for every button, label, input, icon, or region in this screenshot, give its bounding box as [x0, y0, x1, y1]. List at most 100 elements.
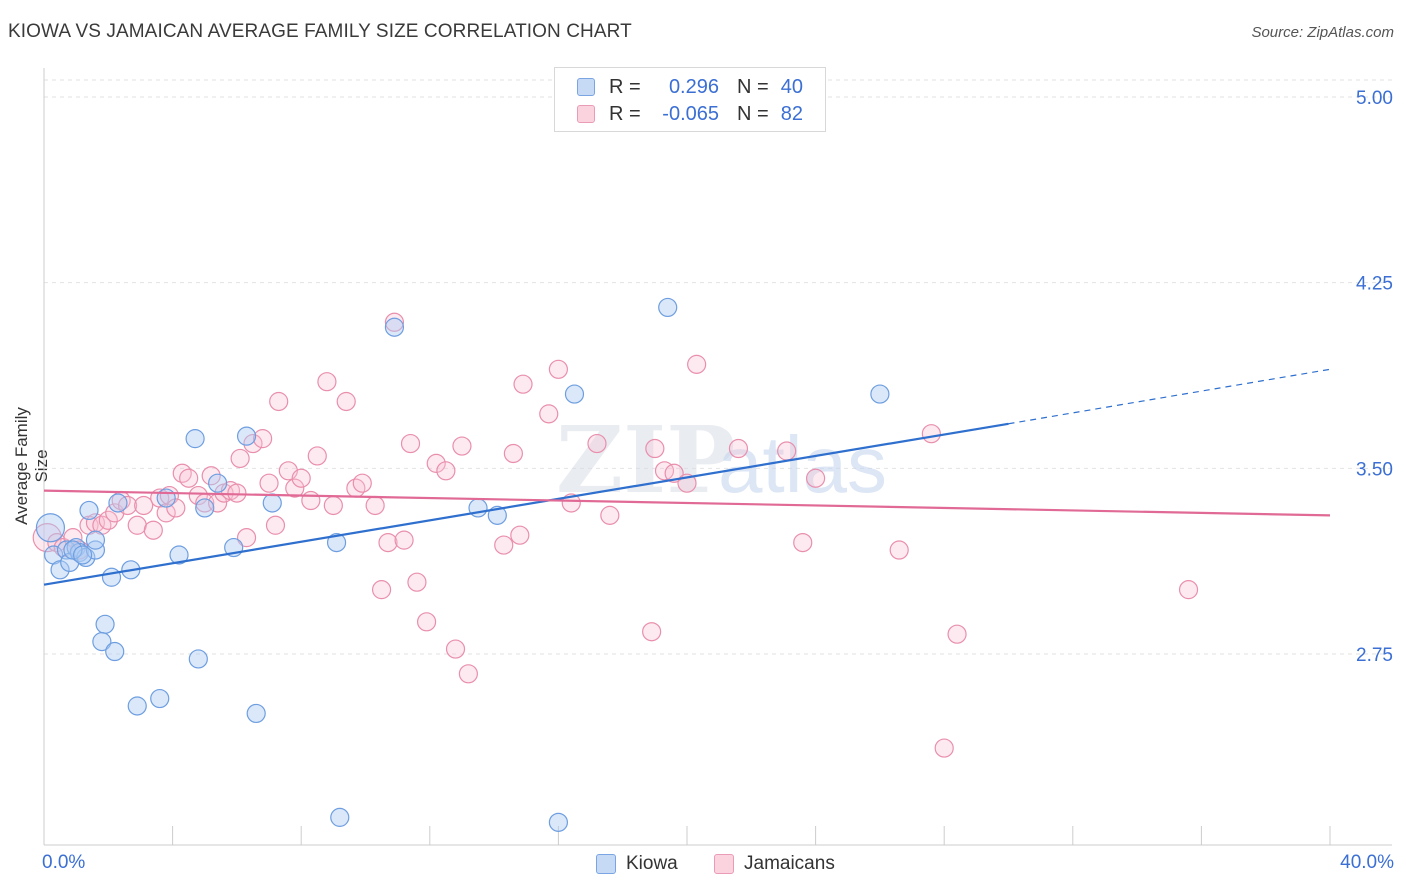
jamaicans-point [265, 515, 286, 535]
y-tick-label: 5.00 [1356, 88, 1393, 109]
jamaicans-point [947, 624, 967, 644]
jamaicans-trend-line [43, 489, 1331, 517]
jamaicans-point [134, 495, 154, 516]
kiowa-swatch [577, 78, 595, 96]
legend-row-kiowa: R = 0.296 N = 40 [577, 74, 803, 100]
kiowa-point [185, 429, 205, 449]
kiowa-trend-line [43, 422, 1009, 586]
kiowa-legend-swatch [596, 854, 616, 874]
kiowa-point [92, 632, 112, 652]
watermark-atlas: atlas [718, 420, 887, 509]
jamaicans-point [98, 510, 118, 530]
jamaicans-point [452, 436, 472, 456]
legend-row-jamaicans: R = -0.065 N = 82 [577, 101, 803, 127]
kiowa-point [101, 567, 122, 587]
jamaicans-point [253, 429, 273, 449]
kiowa-point [95, 614, 115, 634]
jamaicans-point [458, 664, 478, 684]
jamaicans-point [1178, 580, 1199, 600]
kiowa-point [105, 641, 125, 662]
correlation-legend: R = 0.296 N = 40 R = -0.065 N = 82 [554, 67, 826, 132]
kiowa-point [262, 493, 282, 513]
y-tick-label: 2.75 [1356, 645, 1393, 666]
jamaicans-point [291, 468, 311, 488]
kiowa-point [326, 532, 347, 553]
jamaicans-point [436, 461, 456, 481]
jamaicans-n-value: 82 [780, 102, 803, 125]
kiowa-point [85, 530, 106, 550]
jamaicans-point [159, 485, 179, 506]
kiowa-point [63, 540, 83, 560]
kiowa-trend-extension [1008, 368, 1331, 425]
jamaicans-point [179, 468, 199, 488]
jamaicans-point [889, 540, 909, 560]
jamaicans-point [269, 391, 289, 412]
kiowa-point [150, 688, 170, 709]
jamaicans-point [513, 374, 533, 394]
jamaicans-point [307, 446, 327, 466]
kiowa-point [330, 807, 350, 827]
kiowa-legend-label: Kiowa [626, 853, 678, 874]
jamaicans-legend-swatch [714, 854, 734, 874]
jamaicans-point [539, 404, 559, 424]
kiowa-point [195, 498, 215, 518]
bottom-legend-jamaicans: Jamaicans [714, 851, 835, 877]
jamaicans-point [127, 515, 147, 535]
kiowa-point [79, 500, 99, 521]
jamaicans-swatch [577, 105, 595, 123]
jamaicans-point [230, 448, 250, 469]
jamaicans-point [371, 580, 392, 600]
kiowa-point [188, 649, 208, 669]
jamaicans-point [587, 433, 607, 454]
jamaicans-point [416, 612, 437, 632]
jamaicans-point [394, 530, 414, 550]
kiowa-r-label: R = [609, 75, 641, 98]
jamaicans-point [378, 532, 398, 553]
jamaicans-point [201, 466, 221, 486]
kiowa-point [236, 426, 257, 446]
jamaicans-r-value: -0.065 [662, 102, 719, 125]
kiowa-point [246, 703, 266, 724]
kiowa-point [384, 317, 405, 337]
jamaicans-r-label: R = [609, 102, 641, 125]
axes [43, 68, 1392, 846]
kiowa-point [50, 560, 70, 580]
jamaicans-point [243, 433, 263, 454]
jamaicans-point [227, 483, 247, 503]
kiowa-point [85, 540, 106, 560]
kiowa-point [127, 696, 147, 716]
kiowa-point [169, 545, 189, 565]
jamaicans-point [384, 312, 405, 332]
gridlines [44, 79, 1392, 655]
jamaicans-point [400, 433, 421, 454]
kiowa-point [870, 384, 890, 404]
kiowa-point [564, 384, 585, 404]
jamaicans-point [407, 572, 427, 592]
jamaicans-point [642, 622, 662, 642]
jamaicans-point [805, 468, 826, 488]
jamaicans-point [236, 528, 257, 548]
y-tick-label: 3.50 [1356, 459, 1393, 480]
chart-source: Source: ZipAtlas.com [1251, 24, 1394, 41]
jamaicans-point [445, 639, 466, 659]
kiowa-n-label: N = [737, 75, 769, 98]
x-axis-min-label: 0.0% [42, 852, 86, 873]
jamaicans-points [32, 312, 1199, 758]
watermark-zip: ZIP [556, 406, 735, 514]
jamaicans-point [188, 485, 208, 506]
x-axis-max-label: 40.0% [1340, 852, 1394, 873]
y-tick-labels: 2.75 3.50 4.25 5.00 [1356, 88, 1393, 666]
jamaicans-point [548, 359, 569, 379]
kiowa-point [548, 812, 569, 832]
jamaicans-point [687, 354, 707, 374]
jamaicans-point [503, 443, 523, 464]
jamaicans-point [259, 473, 279, 493]
jamaicans-point [728, 438, 749, 459]
chart-title: KIOWA VS JAMAICAN AVERAGE FAMILY SIZE CO… [8, 21, 632, 42]
kiowa-r-value: 0.296 [668, 75, 719, 98]
jamaicans-point [426, 453, 446, 473]
jamaicans-point [336, 391, 356, 412]
trend-lines [43, 368, 1331, 586]
kiowa-point [108, 493, 128, 513]
